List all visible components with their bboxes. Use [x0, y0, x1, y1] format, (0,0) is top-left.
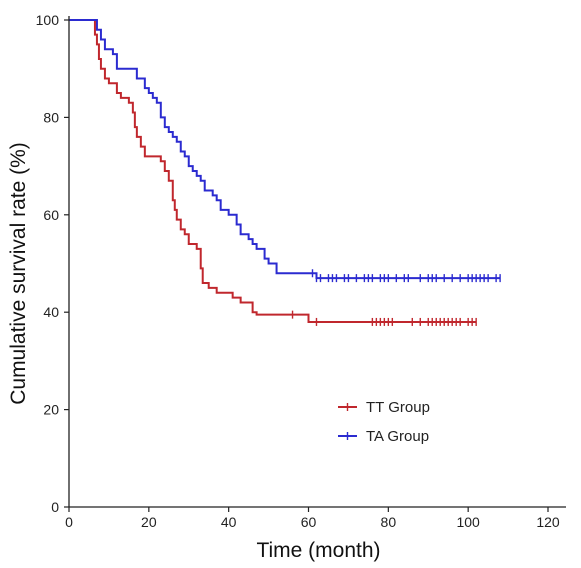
legend-label: TT Group [366, 399, 430, 416]
y-tick-label: 0 [51, 499, 59, 515]
x-tick-label: 120 [536, 514, 560, 530]
x-axis-title: Time (month) [256, 539, 380, 562]
y-tick-label: 100 [36, 12, 60, 28]
x-tick-label: 80 [381, 514, 397, 530]
x-tick-label: 20 [141, 514, 157, 530]
series-layer [69, 19, 501, 326]
x-tick-label: 40 [221, 514, 237, 530]
series-line-ta-group [69, 19, 501, 280]
x-tick-label: 60 [301, 514, 317, 530]
axes [68, 16, 566, 508]
y-tick-label: 60 [43, 207, 59, 223]
series-line-tt-group [69, 19, 477, 323]
y-tick-label: 40 [43, 304, 59, 320]
legend: TT Group TA Group [338, 399, 430, 445]
ticks: 0 20 40 60 80 100 120 0 20 40 60 80 100 [36, 12, 560, 530]
x-tick-label: 100 [456, 514, 480, 530]
y-tick-label: 80 [43, 109, 59, 125]
y-axis-title: Cumulative survival rate (%) [7, 142, 30, 405]
legend-label: TA Group [366, 428, 429, 445]
y-tick-label: 20 [43, 402, 59, 418]
x-tick-label: 0 [65, 514, 73, 530]
